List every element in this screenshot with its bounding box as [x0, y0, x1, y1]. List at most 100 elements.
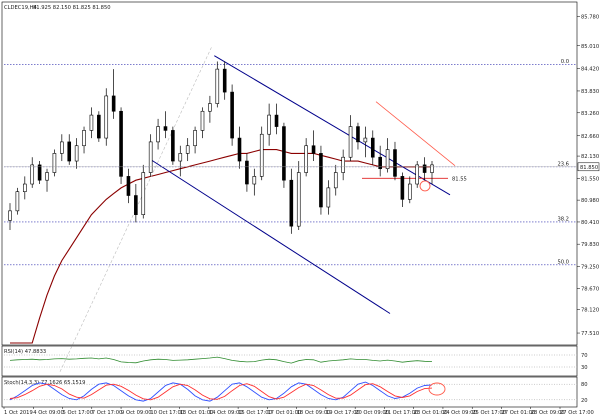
time-tick-label: 27 Oct 01:00 [501, 410, 535, 416]
price-tick-label: 77.510 [581, 331, 599, 337]
stoch-title: Stoch(14,3,3) 77.1626 65.1519 [4, 380, 85, 386]
time-tick-label: 15 Oct 17:00 [238, 410, 272, 416]
fib-level-label: 23.6 [557, 161, 569, 167]
candle-body [267, 114, 271, 135]
rsi-line [9, 356, 433, 364]
time-tick-label: 14 Oct 09:00 [209, 410, 243, 416]
candle-body [156, 126, 160, 143]
main-chart-frame [1, 1, 578, 346]
support-value-label: 81.55 [452, 176, 467, 182]
candle-body [111, 95, 116, 112]
candle-body [304, 145, 308, 173]
price-tick-label: 78.670 [581, 287, 599, 293]
marker-circle [419, 180, 431, 192]
time-tick-label: 25 Oct 17:00 [472, 410, 506, 416]
candle-body [60, 141, 64, 154]
channel-upper-line [214, 55, 451, 196]
candle-body [37, 164, 42, 181]
candle-body [274, 114, 279, 127]
time-tick-label: 10 Oct 17:00 [150, 410, 184, 416]
candle-body [208, 103, 212, 112]
candle-body [407, 183, 412, 200]
candle-body [104, 95, 109, 139]
candle-body [333, 172, 338, 189]
time-tick-label: 24 Oct 09:00 [443, 410, 477, 416]
candle-body [319, 153, 323, 208]
candle-body [215, 68, 220, 104]
candle-body [311, 145, 316, 154]
stoch-signal-line [9, 383, 433, 401]
candle-body [326, 187, 331, 208]
stoch-level-label: 80 [581, 382, 588, 388]
time-tick-label: 17 Oct 01:00 [267, 410, 301, 416]
moving-average [10, 149, 432, 344]
time-tick-label: 28 Oct 09:00 [531, 410, 565, 416]
candlestick-series [8, 61, 434, 234]
candle-body [400, 176, 405, 200]
ohlc-readout: 81.925 82.150 81.825 81.850 [33, 5, 111, 11]
candle-body [185, 145, 190, 154]
time-tick-label: 23 Oct 01:00 [414, 410, 448, 416]
time-tick-label: 7 Oct 17:00 [92, 410, 123, 416]
candle-body [119, 110, 123, 177]
candle-body [393, 149, 397, 177]
candle-body [30, 164, 35, 185]
current-price-label: 81.850 [580, 165, 598, 171]
candle-body [52, 153, 57, 173]
rsi-title: RSI(14) 47.8833 [4, 349, 46, 355]
channel-lower-line [149, 158, 391, 314]
candle-body [15, 191, 20, 212]
price-axis: 85.780 85.010 84.420 83.830 83.260 82.660 82.1… [4, 14, 600, 337]
candle-body [370, 137, 375, 158]
candle-body [430, 164, 434, 173]
candle-body [178, 153, 183, 162]
candle-body [89, 114, 94, 131]
candle-body [415, 164, 419, 185]
candle-body [237, 137, 242, 162]
price-tick-label: 80.980 [581, 198, 599, 204]
time-tick-label: 1 Oct 2019 [4, 410, 33, 416]
candle-body [74, 145, 79, 162]
price-tick-label: 85.010 [581, 44, 599, 50]
price-tick-label: 84.420 [581, 66, 599, 72]
price-tick-label: 83.830 [581, 89, 599, 95]
candle-body [193, 130, 197, 147]
candle-body [82, 130, 86, 147]
time-tick-label: 19 Oct 17:00 [326, 410, 360, 416]
time-tick-label: 9 Oct 09:00 [121, 410, 152, 416]
candle-body [200, 110, 205, 131]
candle-body [245, 160, 249, 185]
fib-level-label: 38.2 [557, 216, 569, 222]
candle-body [163, 126, 168, 131]
price-tick-label: 82.130 [581, 154, 599, 160]
stoch-panel-frame [1, 376, 578, 408]
symbol-title: CLDEC19,H4 [4, 5, 38, 11]
candle-body [45, 172, 49, 181]
price-tick-label: 82.660 [581, 134, 599, 140]
price-tick-label: 79.250 [581, 264, 599, 270]
candle-body [341, 156, 345, 173]
time-tick-label: 20 Oct 09:00 [355, 410, 389, 416]
resistance-trendline [375, 101, 456, 166]
stoch-level-label: 20 [581, 398, 588, 404]
current-price-box [577, 162, 600, 172]
candle-body [252, 176, 257, 185]
time-tick-label: 18 Oct 09:00 [297, 410, 331, 416]
candle-body [230, 91, 234, 139]
drawn-trendlines[interactable]: 81.55 [59, 46, 467, 372]
candle-body [126, 176, 131, 196]
candle-body [356, 126, 360, 143]
candle-body [259, 133, 264, 177]
candle-body [23, 183, 27, 192]
price-tick-label: 79.830 [581, 242, 599, 248]
fib-level-label: 50.0 [557, 259, 569, 265]
time-tick-label: 4 Oct 09:00 [33, 410, 64, 416]
candle-body [222, 68, 227, 93]
time-tick-label: 27 Oct 17:00 [560, 410, 594, 416]
rsi-panel-frame [1, 345, 578, 377]
time-tick-label: 13 Oct 01:00 [180, 410, 214, 416]
stoch-marker-circle [428, 382, 446, 396]
candle-body [134, 195, 138, 215]
rsi-indicator: 70 30 [4, 353, 588, 371]
